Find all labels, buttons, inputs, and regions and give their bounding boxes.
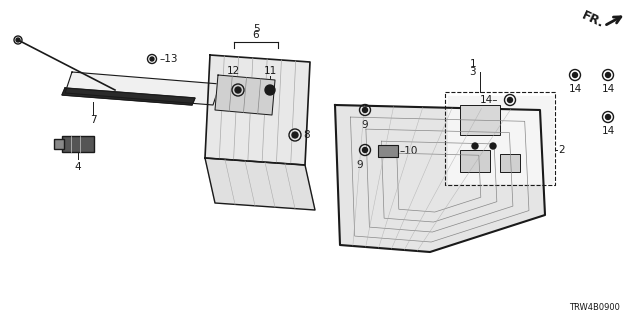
Polygon shape: [448, 96, 553, 183]
Text: 14–: 14–: [479, 95, 498, 105]
Text: FR.: FR.: [580, 9, 607, 31]
Text: 11: 11: [264, 66, 276, 76]
Polygon shape: [65, 72, 220, 105]
Text: –10: –10: [400, 146, 419, 156]
Text: 3: 3: [469, 67, 476, 77]
Text: TRW4B0900: TRW4B0900: [569, 303, 620, 312]
Text: 14: 14: [602, 126, 614, 136]
Bar: [62, 136, 94, 152]
Polygon shape: [205, 55, 310, 165]
Polygon shape: [205, 158, 315, 210]
Circle shape: [235, 87, 241, 93]
Text: 1: 1: [469, 59, 476, 69]
Circle shape: [508, 98, 513, 102]
Circle shape: [16, 38, 20, 42]
Circle shape: [292, 132, 298, 138]
Polygon shape: [62, 88, 195, 105]
Circle shape: [150, 57, 154, 61]
Text: 9: 9: [356, 160, 364, 170]
Circle shape: [605, 73, 611, 77]
Circle shape: [362, 148, 367, 153]
Polygon shape: [335, 105, 545, 252]
Bar: [500, 154, 520, 172]
Circle shape: [265, 85, 275, 95]
Bar: [54, 139, 64, 149]
Circle shape: [573, 73, 577, 77]
Bar: [460, 150, 490, 172]
Circle shape: [472, 143, 478, 149]
Text: 12: 12: [227, 66, 239, 76]
Bar: [460, 105, 500, 135]
Text: 4: 4: [75, 162, 81, 172]
Text: 14: 14: [602, 84, 614, 94]
Text: 9: 9: [362, 120, 368, 130]
Text: 2: 2: [558, 145, 564, 155]
Text: 5: 5: [253, 24, 259, 34]
Circle shape: [362, 108, 367, 113]
Text: 7: 7: [90, 115, 96, 125]
Text: 6: 6: [253, 30, 259, 40]
Bar: [378, 145, 398, 157]
Text: 14: 14: [568, 84, 582, 94]
Text: –13: –13: [160, 54, 179, 64]
Polygon shape: [215, 75, 275, 115]
Circle shape: [605, 115, 611, 119]
Circle shape: [490, 143, 496, 149]
Text: 8: 8: [303, 130, 310, 140]
